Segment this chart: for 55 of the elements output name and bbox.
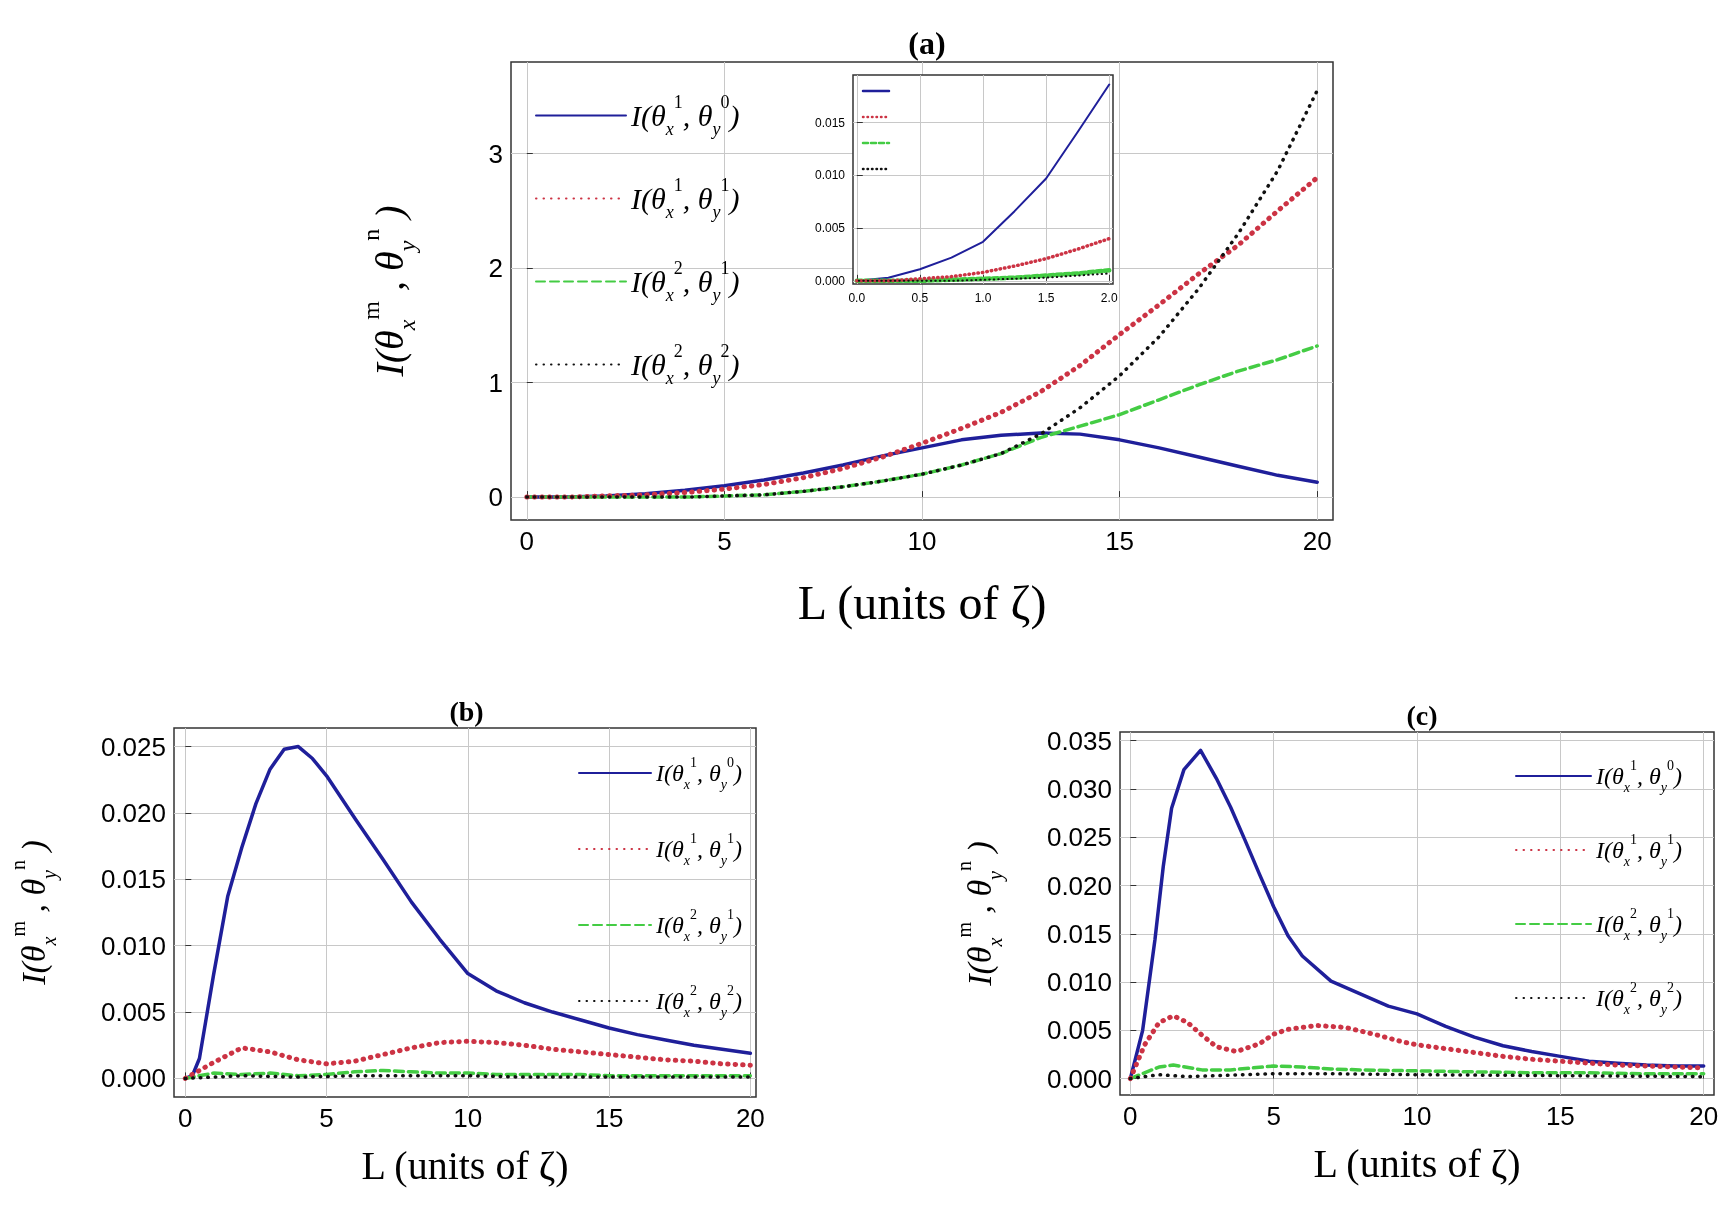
y-axis-title: I(θxm , θyn ) (953, 841, 1007, 987)
y-tick-label: 2 (488, 253, 503, 284)
x-tick-label: 0 (178, 1103, 193, 1133)
y-tick-label: 0.010 (814, 168, 846, 183)
x-axis-title: L (units of ζ) (1313, 1140, 1521, 1186)
y-tick-label: 0.000 (814, 273, 846, 288)
x-tick-label: 10 (1402, 1101, 1432, 1131)
y-tick-label: 0.000 (100, 1063, 166, 1094)
y-tick-label: 0.010 (100, 930, 166, 961)
line-series (855, 236, 1111, 283)
y-tick-label: 0.010 (1046, 967, 1112, 998)
y-tick-label: 0.005 (100, 997, 166, 1028)
y-tick-label: 0.025 (1046, 822, 1112, 853)
x-tick-label: 5 (1266, 1101, 1281, 1131)
y-axis-title: I(θxm , θyn ) (7, 840, 61, 986)
x-tick-label: 5 (717, 526, 732, 556)
y-axis-title: I(θxm , θyn ) (358, 205, 420, 378)
y-tick-label: 0.015 (1046, 918, 1112, 949)
chart-title: (c) (1406, 699, 1438, 731)
x-tick-label: 1.5 (1037, 291, 1055, 305)
x-tick-label: 15 (1105, 526, 1135, 556)
y-tick-label: 0.005 (1046, 1015, 1112, 1046)
chart-title: (b) (449, 695, 484, 727)
x-tick-label: 15 (594, 1103, 624, 1133)
x-tick-label: 0 (1123, 1101, 1138, 1131)
y-tick-label: 0.020 (1046, 870, 1112, 901)
x-tick-label: 0 (519, 526, 535, 556)
y-tick-label: 0.035 (1046, 725, 1112, 756)
x-tick-label: 15 (1545, 1101, 1575, 1131)
line-series (854, 268, 1112, 284)
x-tick-label: 1.0 (974, 291, 992, 305)
y-tick-label: 0 (488, 482, 503, 513)
x-tick-label: 20 (1689, 1101, 1719, 1131)
x-axis-title: L (units of ζ) (797, 575, 1047, 630)
x-axis-title: L (units of ζ) (361, 1142, 569, 1188)
y-tick-label: 0.015 (814, 115, 846, 130)
x-tick-label: 2.0 (1100, 291, 1118, 305)
x-tick-label: 20 (735, 1103, 765, 1133)
x-tick-label: 5 (319, 1103, 334, 1133)
y-tick-label: 0.000 (1046, 1063, 1112, 1094)
y-tick-label: 0.015 (100, 864, 166, 895)
line-series (525, 88, 1319, 499)
y-tick-label: 0.005 (814, 221, 846, 236)
y-tick-label: 3 (488, 138, 503, 169)
y-tick-label: 1 (488, 367, 503, 398)
y-tick-label: 0.030 (1046, 773, 1112, 804)
chart-title: (a) (908, 25, 946, 61)
x-tick-label: 10 (453, 1103, 483, 1133)
x-tick-label: 0.5 (911, 291, 929, 305)
y-tick-label: 0.020 (100, 797, 166, 828)
line-series (855, 272, 1111, 282)
y-tick-label: 0.025 (100, 731, 166, 762)
x-tick-label: 20 (1302, 526, 1332, 556)
x-tick-label: 0.0 (848, 291, 866, 305)
x-tick-label: 10 (907, 526, 937, 556)
